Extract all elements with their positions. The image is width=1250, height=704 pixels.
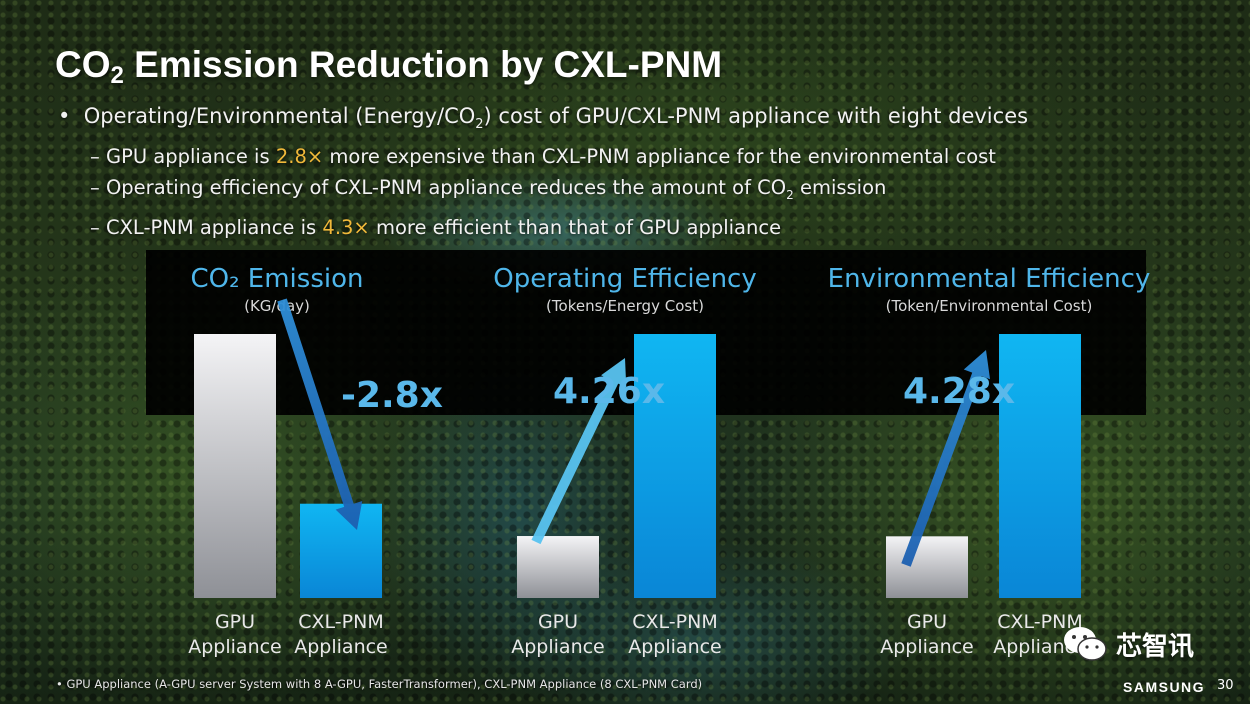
subbullet-text: emission	[793, 176, 887, 200]
x-tick-label: Appliance	[880, 636, 974, 658]
bullet-subscript: 2	[475, 117, 484, 133]
slide-title: CO2 Emission Reduction by CXL-PNM	[55, 44, 722, 90]
bar-gpu-appliance	[194, 334, 276, 598]
bar-gpu-appliance	[886, 536, 968, 598]
x-tick-label: Appliance	[294, 636, 388, 658]
subbullet-text: GPU appliance is	[105, 144, 276, 168]
trend-arrow	[531, 358, 627, 545]
bar-gpu-appliance	[517, 536, 599, 598]
footnote: • GPU Appliance (A-GPU server System wit…	[56, 677, 703, 691]
title-subscript: 2	[110, 62, 124, 89]
page-number: 30	[1217, 678, 1234, 693]
samsung-logo: SAMSUNG	[1123, 679, 1206, 695]
x-tick-label: CXL-PNM	[632, 611, 717, 633]
chart-subtitle: (Token/Environmental Cost)	[886, 297, 1093, 315]
chart-subtitle: (Tokens/Energy Cost)	[546, 297, 704, 315]
subbullet-text: Operating efficiency of CXL-PNM applianc…	[105, 176, 787, 200]
chart-title: CO₂ Emission	[191, 264, 364, 294]
x-tick-label: Appliance	[188, 636, 282, 658]
subbullet-operating-efficiency: – Operating efficiency of CXL-PNM applia…	[90, 176, 887, 203]
chart-subtitle: (KG/day)	[244, 297, 310, 315]
title-suffix: Emission Reduction by CXL-PNM	[123, 44, 723, 85]
wechat-icon	[1064, 627, 1107, 661]
subbullet-subscript: 2	[786, 188, 794, 203]
bullet-list: • Operating/Environmental (Energy/CO2) c…	[58, 101, 1028, 243]
bar-cxl-pnm-appliance	[634, 334, 716, 598]
x-tick-label: GPU	[215, 611, 255, 633]
subbullet-cxl-efficiency: – CXL-PNM appliance is 4.3× more efficie…	[90, 215, 782, 239]
x-tick-label: Appliance	[628, 636, 722, 658]
bullet-text-prefix: Operating/Environmental (Energy/CO	[83, 104, 476, 128]
watermark-text: 芯智讯	[1116, 631, 1195, 662]
x-tick-label: CXL-PNM	[298, 611, 383, 633]
watermark: 芯智讯	[1062, 624, 1194, 664]
trend-arrow	[277, 298, 363, 530]
subbullet-text: more expensive than CXL-PNM appliance fo…	[323, 144, 996, 168]
x-tick-label: Appliance	[511, 636, 605, 658]
chart-title: Operating Efficiency	[493, 264, 757, 294]
subbullet-text: more efficient than that of GPU applianc…	[369, 215, 782, 239]
bullet-text-suffix: ) cost of GPU/CXL-PNM appliance with eig…	[483, 104, 1029, 128]
bullet-main: • Operating/Environmental (Energy/CO2) c…	[58, 101, 1028, 141]
x-tick-label: CXL-PNM	[997, 611, 1082, 633]
subbullet-gpu-cost: – GPU appliance is 2.8× more expensive t…	[90, 144, 996, 168]
bar-cxl-pnm-appliance	[300, 503, 382, 598]
highlight-value: 4.3×	[322, 215, 370, 239]
chart-title: Environmental Efficiency	[828, 264, 1151, 294]
subbullet-text: CXL-PNM appliance is	[105, 215, 323, 239]
bullet-dot: •	[58, 104, 84, 128]
multiplier-label: 4.26x	[553, 371, 665, 412]
multiplier-label: -2.8x	[341, 375, 443, 416]
x-tick-label: GPU	[907, 611, 947, 633]
x-tick-label: GPU	[538, 611, 578, 633]
multiplier-label: 4.28x	[903, 371, 1015, 412]
bar-cxl-pnm-appliance	[999, 334, 1081, 598]
x-tick-label: Appliance	[993, 636, 1087, 658]
title-prefix: CO	[55, 44, 111, 85]
highlight-value: 2.8×	[275, 144, 324, 168]
trend-arrow	[901, 350, 991, 567]
